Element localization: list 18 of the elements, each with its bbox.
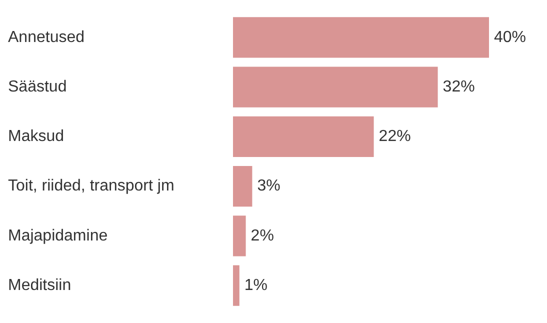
y-tick-label: Majapidamine	[8, 227, 108, 244]
data-label: 40%	[494, 28, 526, 46]
y-tick-label: Maksud	[8, 128, 64, 146]
y-tick-label: Säästud	[8, 78, 67, 96]
y-tick-label: Meditsiin	[8, 276, 72, 294]
data-label: 1%	[244, 276, 268, 294]
y-tick-label: Annetused	[8, 28, 85, 46]
data-label: 22%	[378, 128, 411, 146]
y-tick-label: Toit, riided, transport jm	[8, 178, 174, 195]
bar	[233, 66, 438, 108]
bar	[233, 116, 374, 158]
data-label: 2%	[250, 227, 274, 244]
data-label: 3%	[257, 178, 280, 195]
bar	[233, 17, 489, 58]
data-label: 32%	[442, 78, 475, 96]
bar	[233, 166, 252, 207]
bar	[233, 265, 240, 306]
bar	[233, 216, 246, 256]
